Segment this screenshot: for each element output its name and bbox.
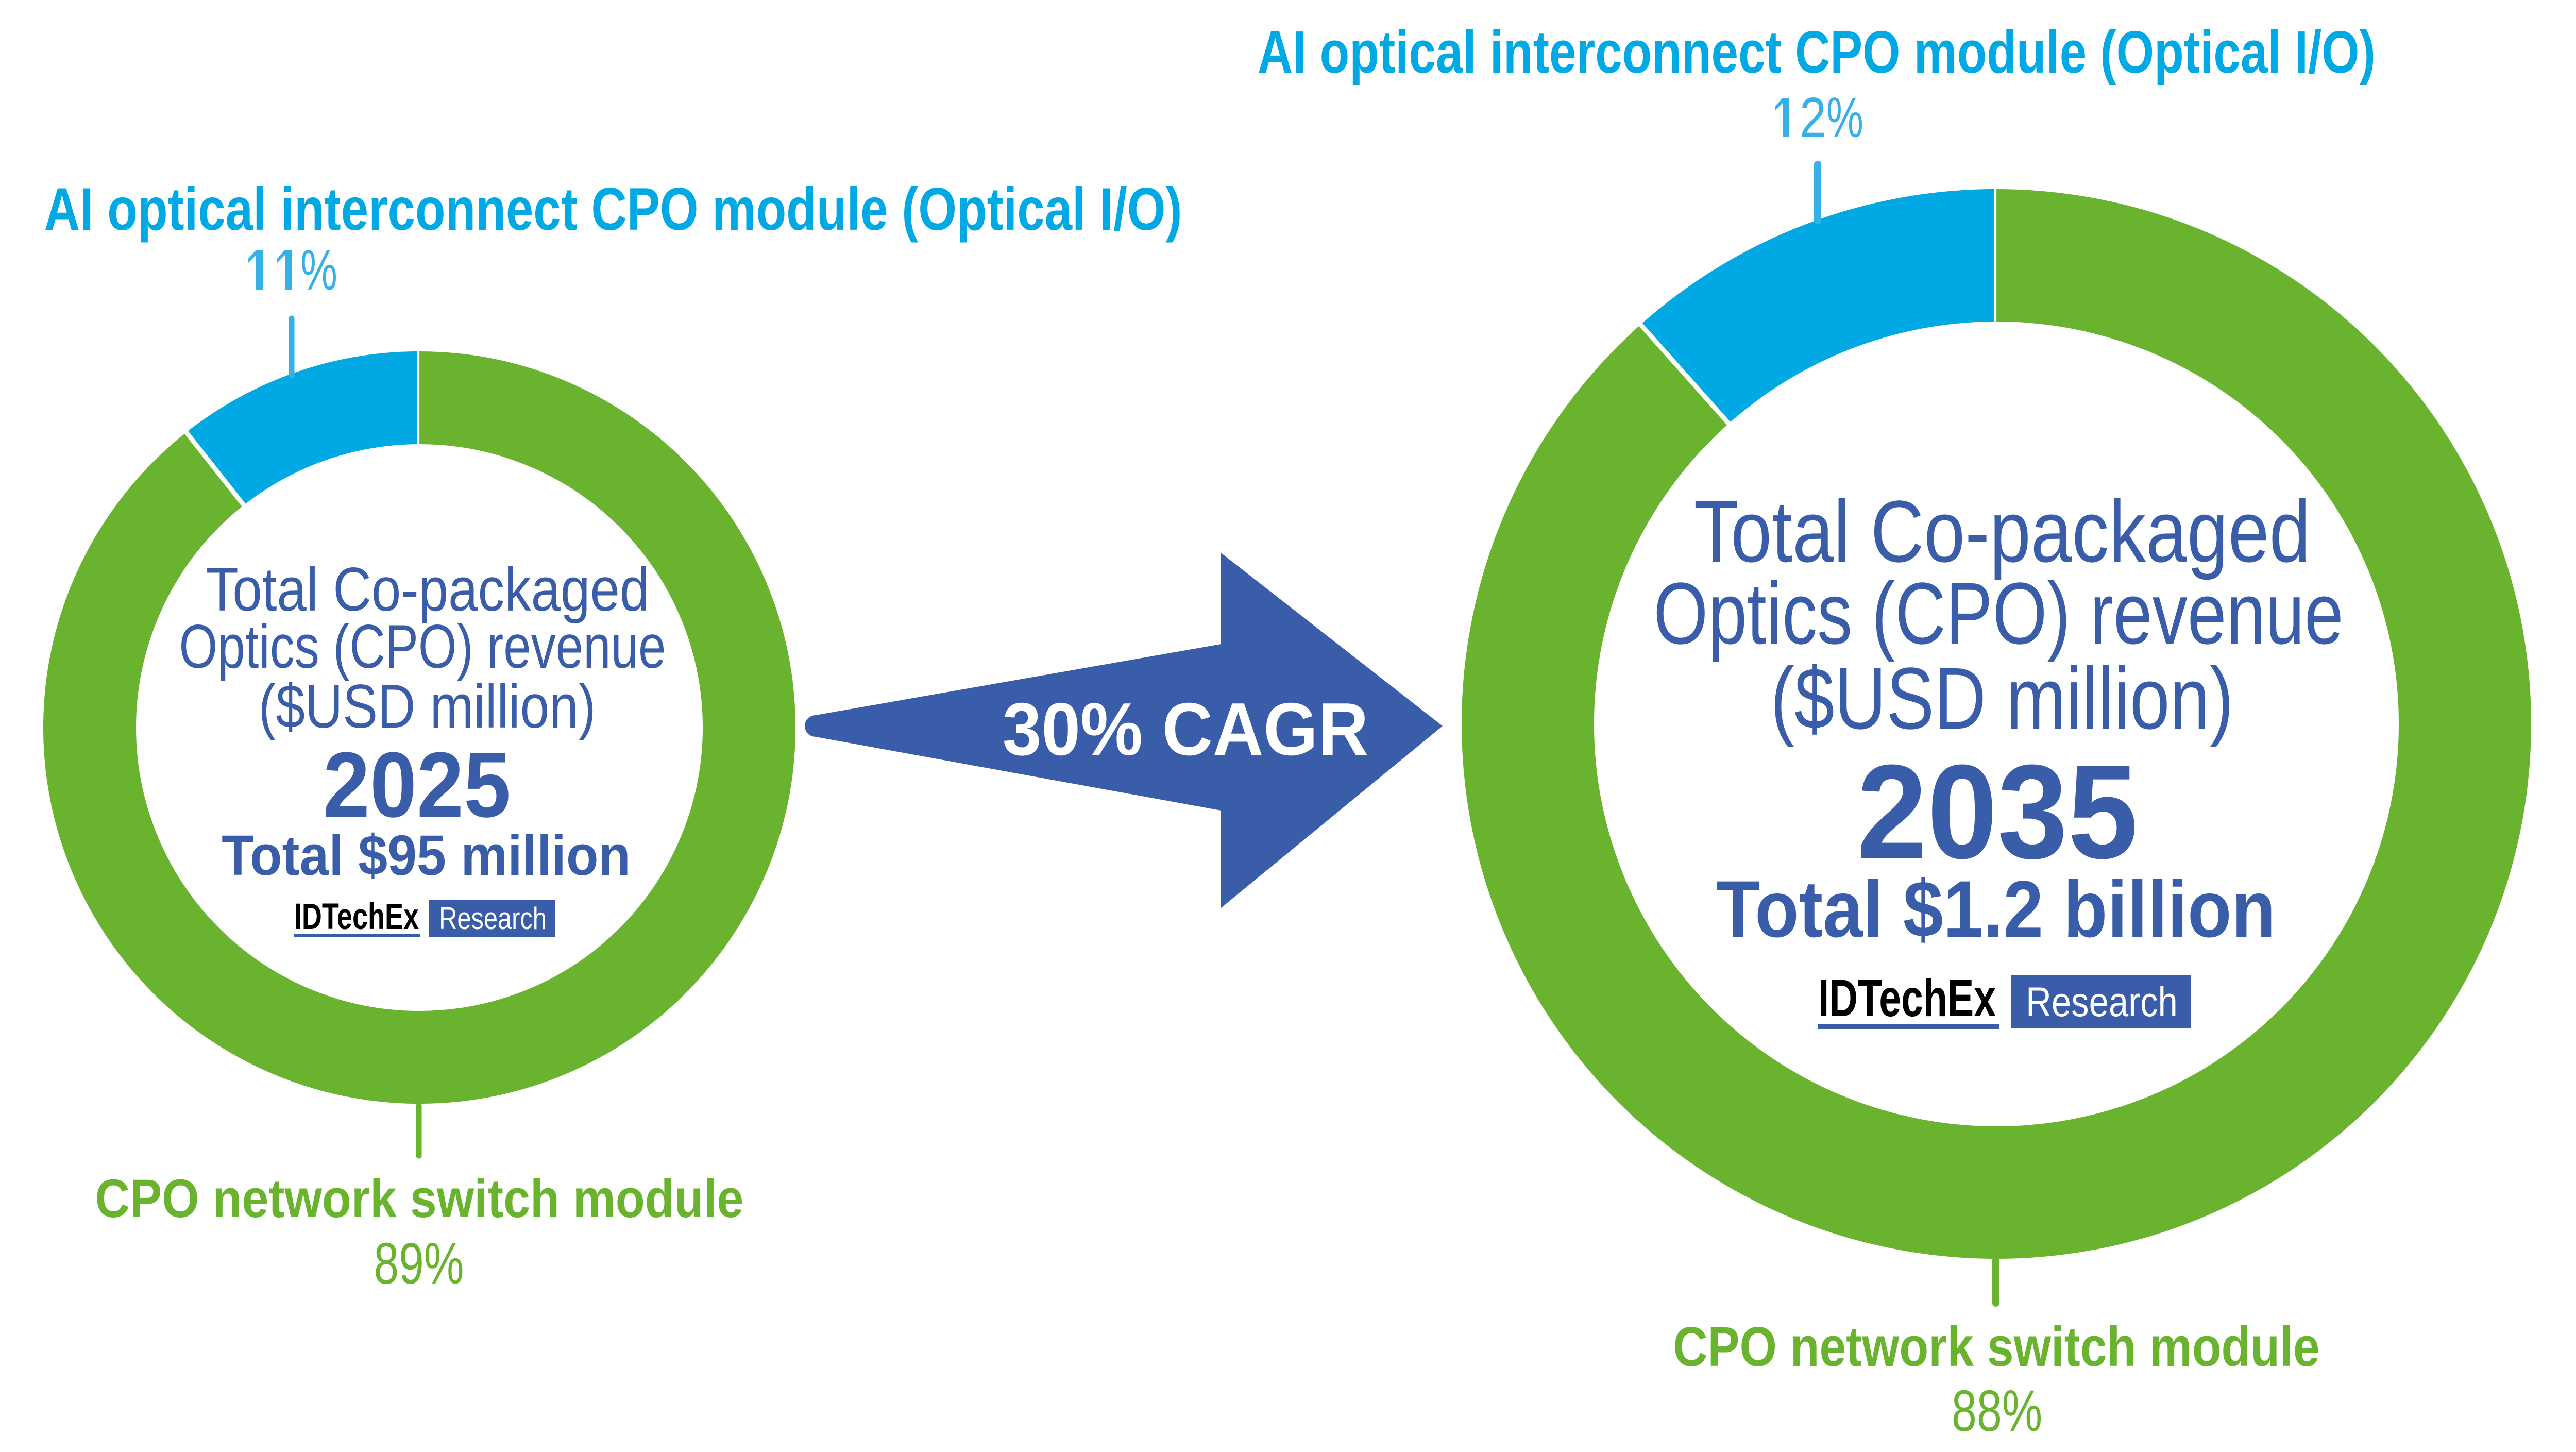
svg-text:%: % [300,239,337,302]
svg-text:Total Co-packaged: Total Co-packaged [1694,483,2311,581]
svg-text:($USD million): ($USD million) [259,671,596,741]
svg-text:AI optical interconnect CPO mo: AI optical interconnect CPO module (Opti… [44,175,1182,243]
svg-text:Research: Research [2026,978,2178,1025]
svg-text:($USD million): ($USD million) [1770,649,2233,747]
svg-text:2025: 2025 [323,733,511,837]
svg-text:AI optical interconnect CPO mo: AI optical interconnect CPO module (Opti… [1258,19,2376,86]
svg-text:30% CAGR: 30% CAGR [1003,687,1368,771]
svg-text:89%: 89% [374,1231,464,1296]
svg-text:2035: 2035 [1857,736,2138,886]
svg-text:Research: Research [439,901,547,936]
svg-text:IDTechEx: IDTechEx [1818,969,1996,1028]
svg-text:Total $1.2 billion: Total $1.2 billion [1716,865,2276,954]
svg-text:%: % [1826,87,1863,149]
svg-text:Optics (CPO) revenue: Optics (CPO) revenue [1653,565,2343,663]
svg-text:88%: 88% [1952,1378,2042,1443]
svg-text:Optics (CPO) revenue: Optics (CPO) revenue [179,613,666,682]
svg-text:2: 2 [1800,86,1826,149]
svg-text:Total $95 million: Total $95 million [222,824,631,887]
svg-text:CPO network switch module: CPO network switch module [1673,1315,2319,1378]
svg-text:CPO network switch module: CPO network switch module [95,1169,744,1229]
svg-text:Total Co-packaged: Total Co-packaged [206,555,649,624]
svg-text:IDTechEx: IDTechEx [294,897,419,937]
